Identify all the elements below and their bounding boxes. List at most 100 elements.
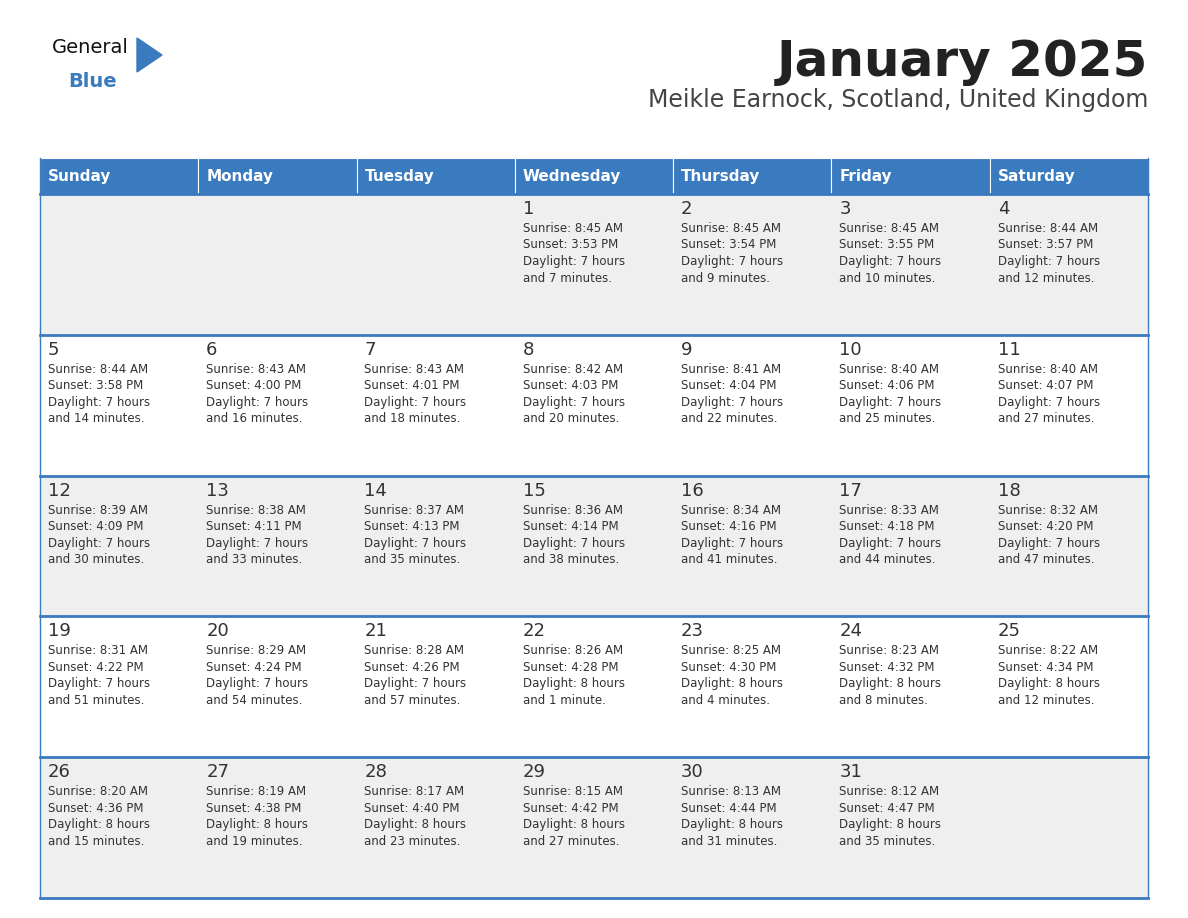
Text: and 51 minutes.: and 51 minutes. [48, 694, 144, 707]
Text: Daylight: 7 hours: Daylight: 7 hours [365, 677, 467, 690]
Text: and 12 minutes.: and 12 minutes. [998, 272, 1094, 285]
Bar [40, 194, 198, 335]
Text: Daylight: 7 hours: Daylight: 7 hours [681, 537, 783, 550]
Text: Daylight: 7 hours: Daylight: 7 hours [998, 255, 1100, 268]
Text: Daylight: 8 hours: Daylight: 8 hours [840, 818, 941, 831]
Text: Daylight: 7 hours: Daylight: 7 hours [365, 537, 467, 550]
Text: Sunrise: 8:33 AM: Sunrise: 8:33 AM [840, 504, 940, 517]
Text: 31: 31 [840, 763, 862, 781]
Text: 23: 23 [681, 622, 704, 641]
Bar [514, 476, 674, 616]
Text: and 18 minutes.: and 18 minutes. [365, 412, 461, 425]
Text: Daylight: 8 hours: Daylight: 8 hours [681, 677, 783, 690]
Text: Sunset: 4:47 PM: Sunset: 4:47 PM [840, 801, 935, 814]
Text: 30: 30 [681, 763, 703, 781]
Text: Sunset: 4:44 PM: Sunset: 4:44 PM [681, 801, 777, 814]
Text: and 44 minutes.: and 44 minutes. [840, 554, 936, 566]
Bar [40, 476, 198, 616]
Text: 3: 3 [840, 200, 851, 218]
Bar [198, 757, 356, 898]
Bar [674, 616, 832, 757]
Text: Sunday: Sunday [48, 169, 112, 184]
Bar [40, 158, 198, 194]
Text: General: General [52, 38, 128, 57]
Text: Sunrise: 8:26 AM: Sunrise: 8:26 AM [523, 644, 623, 657]
Text: and 54 minutes.: and 54 minutes. [207, 694, 303, 707]
Bar [990, 194, 1148, 335]
Text: Sunrise: 8:12 AM: Sunrise: 8:12 AM [840, 785, 940, 798]
Text: Saturday: Saturday [998, 169, 1075, 184]
Text: Sunrise: 8:45 AM: Sunrise: 8:45 AM [523, 222, 623, 235]
Text: Daylight: 7 hours: Daylight: 7 hours [681, 255, 783, 268]
Text: Sunset: 4:18 PM: Sunset: 4:18 PM [840, 521, 935, 533]
Text: Daylight: 7 hours: Daylight: 7 hours [840, 537, 941, 550]
Text: Sunset: 4:13 PM: Sunset: 4:13 PM [365, 521, 460, 533]
Bar [356, 158, 514, 194]
Bar [990, 476, 1148, 616]
Bar [514, 757, 674, 898]
Text: Sunset: 4:20 PM: Sunset: 4:20 PM [998, 521, 1093, 533]
Text: and 35 minutes.: and 35 minutes. [840, 834, 936, 847]
Text: 10: 10 [840, 341, 862, 359]
Bar [198, 335, 356, 476]
Text: Sunrise: 8:45 AM: Sunrise: 8:45 AM [840, 222, 940, 235]
Text: Sunset: 4:42 PM: Sunset: 4:42 PM [523, 801, 619, 814]
Bar [514, 616, 674, 757]
Text: 11: 11 [998, 341, 1020, 359]
Text: Daylight: 8 hours: Daylight: 8 hours [523, 818, 625, 831]
Text: Wednesday: Wednesday [523, 169, 621, 184]
Text: 21: 21 [365, 622, 387, 641]
Text: Daylight: 7 hours: Daylight: 7 hours [840, 396, 941, 409]
Text: Sunrise: 8:29 AM: Sunrise: 8:29 AM [207, 644, 307, 657]
Text: and 14 minutes.: and 14 minutes. [48, 412, 145, 425]
Text: 26: 26 [48, 763, 71, 781]
Text: and 10 minutes.: and 10 minutes. [840, 272, 936, 285]
Text: 25: 25 [998, 622, 1020, 641]
Bar [832, 476, 990, 616]
Text: Meikle Earnock, Scotland, United Kingdom: Meikle Earnock, Scotland, United Kingdom [647, 88, 1148, 112]
Text: and 35 minutes.: and 35 minutes. [365, 554, 461, 566]
Text: and 15 minutes.: and 15 minutes. [48, 834, 144, 847]
Text: and 20 minutes.: and 20 minutes. [523, 412, 619, 425]
Text: Daylight: 7 hours: Daylight: 7 hours [48, 396, 150, 409]
Text: 13: 13 [207, 482, 229, 499]
Bar [40, 616, 198, 757]
Bar [356, 194, 514, 335]
Text: Sunrise: 8:40 AM: Sunrise: 8:40 AM [998, 363, 1098, 375]
Text: Daylight: 7 hours: Daylight: 7 hours [207, 396, 309, 409]
Text: Sunrise: 8:23 AM: Sunrise: 8:23 AM [840, 644, 940, 657]
Text: Tuesday: Tuesday [365, 169, 435, 184]
Text: 22: 22 [523, 622, 545, 641]
Text: 8: 8 [523, 341, 535, 359]
Text: Sunrise: 8:45 AM: Sunrise: 8:45 AM [681, 222, 781, 235]
Text: Daylight: 7 hours: Daylight: 7 hours [840, 255, 941, 268]
Text: Sunrise: 8:44 AM: Sunrise: 8:44 AM [48, 363, 148, 375]
Text: and 4 minutes.: and 4 minutes. [681, 694, 770, 707]
Text: Sunset: 3:55 PM: Sunset: 3:55 PM [840, 239, 935, 252]
Text: and 27 minutes.: and 27 minutes. [998, 412, 1094, 425]
Text: and 19 minutes.: and 19 minutes. [207, 834, 303, 847]
Text: and 30 minutes.: and 30 minutes. [48, 554, 144, 566]
Bar [356, 757, 514, 898]
Text: Daylight: 7 hours: Daylight: 7 hours [365, 396, 467, 409]
Bar [832, 158, 990, 194]
Bar [674, 194, 832, 335]
Text: 27: 27 [207, 763, 229, 781]
Text: Daylight: 7 hours: Daylight: 7 hours [523, 537, 625, 550]
Text: and 8 minutes.: and 8 minutes. [840, 694, 928, 707]
Text: Sunrise: 8:43 AM: Sunrise: 8:43 AM [365, 363, 465, 375]
Text: and 27 minutes.: and 27 minutes. [523, 834, 619, 847]
Text: 9: 9 [681, 341, 693, 359]
Text: and 23 minutes.: and 23 minutes. [365, 834, 461, 847]
Bar [356, 616, 514, 757]
Text: Sunrise: 8:41 AM: Sunrise: 8:41 AM [681, 363, 782, 375]
Text: Daylight: 7 hours: Daylight: 7 hours [523, 396, 625, 409]
Text: Sunset: 4:24 PM: Sunset: 4:24 PM [207, 661, 302, 674]
Bar [832, 757, 990, 898]
Bar [990, 757, 1148, 898]
Text: Sunrise: 8:36 AM: Sunrise: 8:36 AM [523, 504, 623, 517]
Text: Sunrise: 8:25 AM: Sunrise: 8:25 AM [681, 644, 781, 657]
Text: 2: 2 [681, 200, 693, 218]
Bar [674, 476, 832, 616]
Text: Sunrise: 8:31 AM: Sunrise: 8:31 AM [48, 644, 148, 657]
